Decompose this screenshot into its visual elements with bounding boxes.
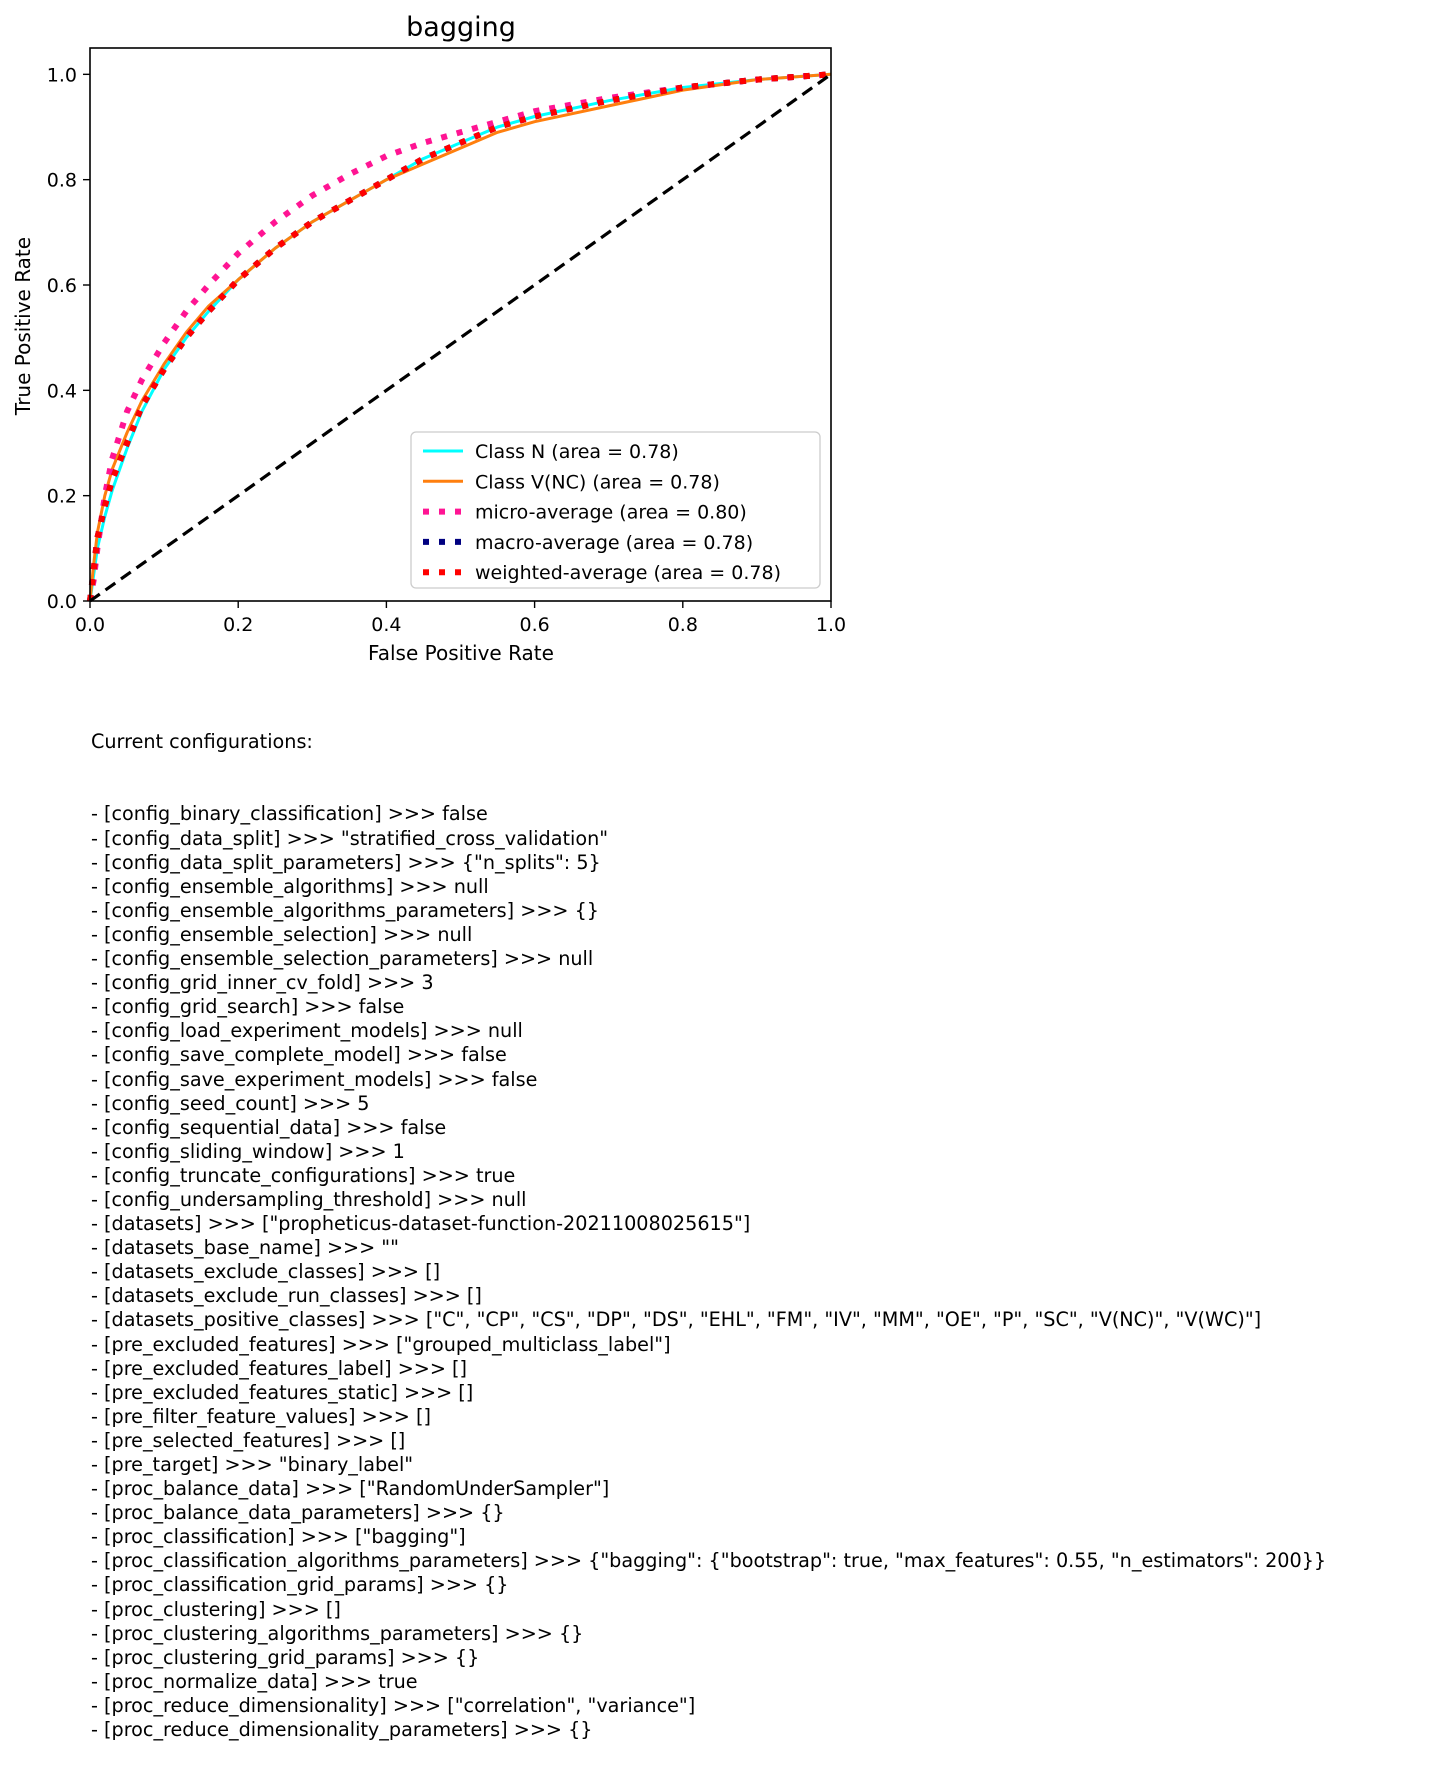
config-line: - [proc_normalize_data] >>> true bbox=[91, 1669, 418, 1693]
config-line: - [proc_clustering_grid_params] >>> {} bbox=[91, 1645, 480, 1669]
legend-label: macro-average (area = 0.78) bbox=[475, 532, 753, 554]
y-tick-label: 0.8 bbox=[47, 170, 77, 192]
chart-marks bbox=[87, 71, 832, 603]
config-line: - [pre_target] >>> "binary_label" bbox=[91, 1453, 414, 1476]
x-tick-label: 0.2 bbox=[223, 614, 253, 636]
configuration-listing: Current configurations: - [config_binary… bbox=[91, 682, 1326, 1766]
config-line: - [pre_excluded_features] >>> ["grouped_… bbox=[91, 1332, 671, 1356]
legend-box bbox=[410, 431, 821, 589]
config-line: - [datasets_positive_classes] >>> ["C", … bbox=[91, 1308, 1262, 1332]
roc-chart: bagging 0.0 0.2 0.4 0.6 0.8 1.0 0.00.20.40.60… bbox=[11, 12, 846, 665]
config-line: - [pre_excluded_features_label] >>> [] bbox=[91, 1356, 467, 1380]
config-line: - [datasets_base_name] >>> "" bbox=[91, 1236, 399, 1260]
config-line: - [config_seed_count] >>> 5 bbox=[91, 1091, 370, 1115]
x-axis: 0.0 0.2 0.4 0.6 0.8 1.0 bbox=[75, 601, 846, 636]
y-tick-label: 1.0 bbox=[47, 64, 77, 86]
config-lines: - [config_binary_classification] >>> fal… bbox=[91, 802, 1326, 1742]
config-heading: Current configurations: bbox=[91, 730, 313, 754]
config-line: - [config_ensemble_selection] >>> null bbox=[91, 922, 473, 946]
config-line: - [proc_clustering] >>> [] bbox=[91, 1597, 341, 1621]
legend-label: Class N (area = 0.78) bbox=[475, 441, 679, 463]
config-line: - [config_sliding_window] >>> 1 bbox=[91, 1139, 405, 1163]
config-line: - [config_sequential_data] >>> false bbox=[91, 1115, 447, 1139]
config-line: - [config_ensemble_algorithms_parameters… bbox=[91, 898, 600, 922]
config-line: - [pre_excluded_features_static] >>> [] bbox=[91, 1380, 474, 1404]
x-tick-label: 0.0 bbox=[75, 614, 105, 636]
config-line: - [proc_clustering_algorithms_parameters… bbox=[91, 1621, 584, 1645]
chart-title: bagging bbox=[406, 12, 516, 43]
config-line: - [config_save_experiment_models] >>> fa… bbox=[91, 1067, 538, 1091]
plot-frame bbox=[89, 47, 832, 602]
x-tick-label: 0.6 bbox=[519, 614, 549, 636]
y-tick-label: 0.6 bbox=[47, 275, 77, 297]
config-line: - [proc_balance_data_parameters] >>> {} bbox=[91, 1501, 505, 1525]
legend: Class N (area = 0.78) Class V(NC) (area =… bbox=[410, 431, 821, 589]
config-line: - [config_save_complete_model] >>> false bbox=[91, 1043, 507, 1067]
config-line: - [config_ensemble_selection_parameters]… bbox=[91, 947, 594, 971]
config-line: - [datasets] >>> ["propheticus-dataset-f… bbox=[91, 1212, 751, 1236]
config-line: - [datasets_exclude_classes] >>> [] bbox=[91, 1260, 441, 1284]
roc-series-line-2 bbox=[88, 72, 832, 602]
config-line: - [config_data_split_parameters] >>> {"n… bbox=[91, 850, 601, 874]
config-line: - [proc_balance_data] >>> ["RandomUnderS… bbox=[91, 1477, 610, 1501]
legend-label: weighted-average (area = 0.78) bbox=[475, 562, 781, 584]
legend-label: micro-average (area = 0.80) bbox=[475, 502, 747, 524]
config-line: - [config_grid_inner_cv_fold] >>> 3 bbox=[91, 971, 434, 995]
config-line: - [proc_classification] >>> ["bagging"] bbox=[91, 1525, 466, 1549]
config-line: - [proc_classification_grid_params] >>> … bbox=[91, 1573, 509, 1597]
roc-series-line-5 bbox=[87, 71, 832, 602]
y-tick-label: 0.2 bbox=[47, 486, 77, 508]
x-tick-label: 0.8 bbox=[668, 614, 698, 636]
config-line: - [config_load_experiment_models] >>> nu… bbox=[91, 1019, 523, 1043]
config-line: - [proc_reduce_dimensionality_parameters… bbox=[91, 1718, 593, 1742]
y-axis-label: True Positive Rate bbox=[11, 237, 35, 416]
roc-series-line-3 bbox=[87, 71, 832, 602]
y-tick-label: 0.0 bbox=[47, 591, 77, 613]
config-line: - [proc_reduce_dimensionality] >>> ["cor… bbox=[91, 1693, 696, 1717]
x-tick-label: 1.0 bbox=[816, 614, 846, 636]
config-line: - [config_undersampling_threshold] >>> n… bbox=[91, 1187, 527, 1211]
config-line: - [datasets_exclude_run_classes] >>> [] bbox=[91, 1284, 482, 1308]
config-line: - [config_ensemble_algorithms] >>> null bbox=[91, 874, 489, 898]
config-line: - [pre_filter_feature_values] >>> [] bbox=[91, 1404, 431, 1428]
config-line: - [config_truncate_configurations] >>> t… bbox=[91, 1163, 516, 1187]
config-line: - [config_binary_classification] >>> fal… bbox=[91, 802, 488, 826]
x-axis-label: False Positive Rate bbox=[368, 641, 554, 665]
config-line: - [config_data_split] >>> "stratified_cr… bbox=[91, 826, 609, 850]
config-line: - [config_grid_search] >>> false bbox=[91, 995, 405, 1019]
config-line: - [pre_selected_features] >>> [] bbox=[91, 1428, 406, 1452]
y-axis: 0.0 0.2 0.4 0.6 0.8 1.0 bbox=[47, 64, 90, 613]
x-tick-label: 0.4 bbox=[371, 614, 401, 636]
legend-label: Class V(NC) (area = 0.78) bbox=[475, 471, 720, 493]
y-tick-label: 0.4 bbox=[47, 380, 77, 402]
config-line: - [proc_classification_algorithms_parame… bbox=[91, 1549, 1327, 1573]
